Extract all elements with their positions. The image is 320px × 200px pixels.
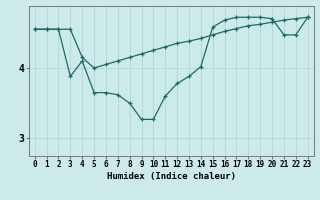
X-axis label: Humidex (Indice chaleur): Humidex (Indice chaleur) [107,172,236,181]
